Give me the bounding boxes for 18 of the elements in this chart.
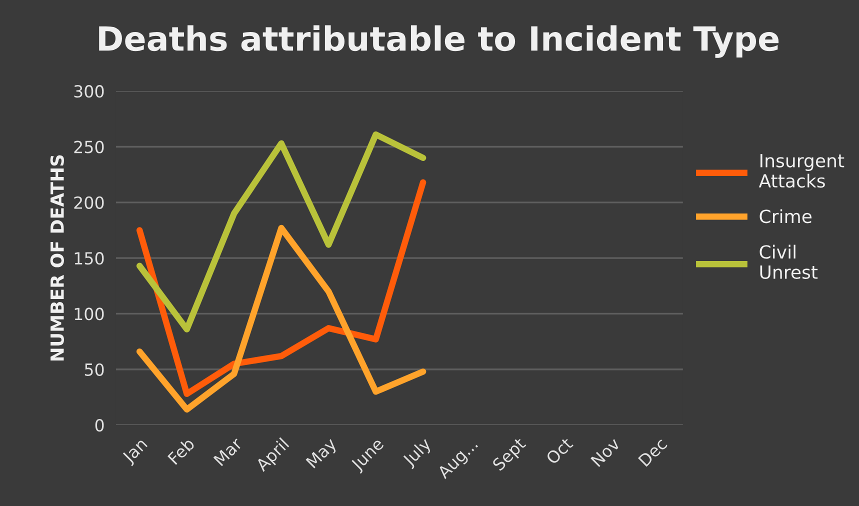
x-tick-label: Dec — [638, 437, 668, 467]
legend-label: Insurgent Attacks — [758, 154, 844, 188]
y-tick-label: 200 — [74, 196, 104, 209]
y-tick-label: 300 — [74, 85, 104, 98]
y-axis-title: NUMBER OF DEATHS — [50, 155, 64, 361]
legend-label: Civil Unrest — [760, 244, 818, 279]
x-tick-label: Oct — [545, 436, 574, 465]
x-tick-label: Jan — [121, 438, 150, 466]
y-tick-label: 100 — [74, 308, 104, 320]
y-tick-label: 50 — [84, 363, 104, 376]
chart-title: Deaths attributable to Incident Type — [99, 25, 779, 58]
y-tick-label: 0 — [95, 419, 104, 432]
y-tick-label: 250 — [74, 140, 104, 154]
x-tick-label: Mar — [213, 436, 244, 466]
x-tick-label: Feb — [167, 436, 196, 465]
y-tick-label: 150 — [74, 252, 104, 265]
x-tick-label: Nov — [590, 436, 621, 468]
legend-label: Crime — [760, 209, 812, 224]
